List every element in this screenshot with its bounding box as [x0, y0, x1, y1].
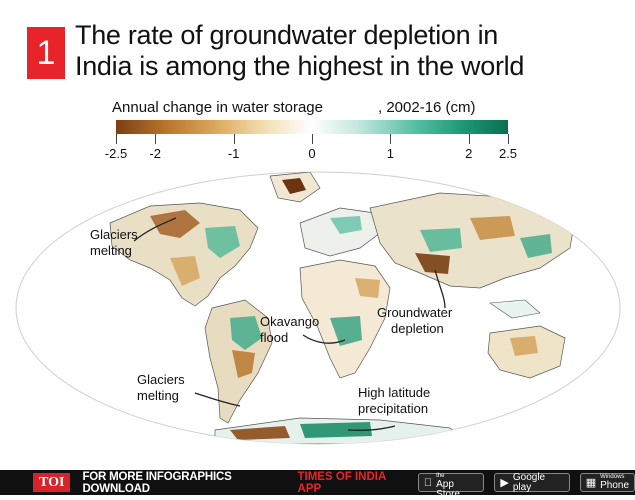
scale-tick — [312, 134, 313, 144]
annotation-high-latitude: High latitude precipitation — [358, 385, 431, 416]
subtitle-period: , 2002-16 (cm) — [378, 99, 476, 116]
title-line-2: India is among the highest in the world — [75, 51, 525, 81]
scale-tick-label: -2 — [149, 146, 161, 161]
indonesia — [489, 299, 541, 319]
google-play-button[interactable]: ▶ Google play — [494, 472, 570, 492]
title-line-1: The rate of groundwater depletion in — [75, 20, 498, 50]
scale-tick-label: 2 — [465, 146, 473, 161]
scale-tick-label: -1 — [227, 146, 240, 161]
footer-promo-text: FOR MORE INFOGRAPHICS DOWNLOAD — [82, 470, 232, 495]
footer-bar: TOI FOR MORE INFOGRAPHICS DOWNLOAD TIMES… — [0, 466, 635, 499]
scale-tick — [155, 134, 157, 144]
annotation-glaciers-north: Glaciers melting — [90, 227, 138, 258]
india-depletion-area — [415, 253, 450, 274]
scale-tick-label: -2.5 — [104, 146, 128, 161]
scale-tick — [116, 134, 117, 144]
arrow-okavango — [302, 334, 346, 344]
windows-phone-button[interactable]: ▦ Windows Phone — [579, 473, 635, 492]
scale-tick-label: 0 — [308, 146, 316, 161]
annotation-groundwater: Groundwater depletion — [377, 305, 453, 336]
scale-tick — [390, 134, 392, 144]
scale-tick — [468, 134, 470, 144]
arrow-glaciers-na — [133, 217, 177, 242]
color-scale — [116, 120, 508, 134]
number-badge: 1 — [27, 27, 65, 79]
arrow-high-latitude — [347, 425, 396, 432]
color-scale-bar — [116, 120, 508, 134]
world-map-svg — [15, 171, 621, 445]
scale-tick-label: 2.5 — [498, 146, 518, 161]
apple-icon:  — [424, 477, 432, 489]
scale-tick — [233, 134, 235, 144]
arrow-groundwater — [434, 269, 446, 309]
annotation-okavango: Okavango flood — [260, 314, 320, 345]
subtitle-label: Annual change in water storage — [112, 99, 323, 116]
page-title: The rate of groundwater depletion in Ind… — [75, 20, 524, 82]
play-icon: ▶ — [499, 477, 508, 489]
toi-logo[interactable]: TOI — [33, 473, 71, 492]
world-map — [0, 168, 635, 470]
annotation-glaciers-south: Glaciers melting — [137, 372, 185, 403]
windows-icon: ▦ — [585, 477, 597, 489]
scale-tick — [508, 134, 509, 144]
footer-app-name[interactable]: TIMES OF INDIA APP — [297, 470, 386, 495]
arrow-glaciers-sa — [194, 392, 241, 407]
app-store-button[interactable]:  Available on the App Store — [417, 466, 485, 499]
landmasses — [109, 172, 576, 444]
scale-tick-label: 1 — [386, 146, 395, 161]
